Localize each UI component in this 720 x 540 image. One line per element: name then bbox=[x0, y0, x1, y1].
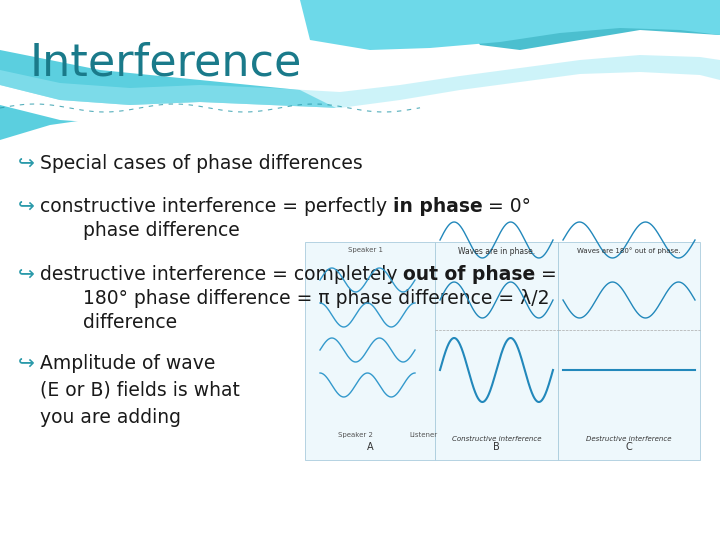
Text: A: A bbox=[366, 442, 373, 452]
Text: out of phase: out of phase bbox=[403, 265, 536, 284]
Polygon shape bbox=[0, 55, 720, 108]
Text: destructive interference = completely: destructive interference = completely bbox=[40, 265, 403, 284]
Text: ↪: ↪ bbox=[18, 197, 35, 216]
Text: Interference: Interference bbox=[30, 42, 302, 85]
Text: Special cases of phase differences: Special cases of phase differences bbox=[40, 154, 362, 173]
Text: 180° phase difference = π phase difference = λ/2: 180° phase difference = π phase differen… bbox=[83, 289, 549, 308]
Text: Constructive interference: Constructive interference bbox=[451, 436, 541, 442]
Text: B: B bbox=[493, 442, 500, 452]
Text: constructive interference = perfectly: constructive interference = perfectly bbox=[40, 197, 392, 216]
Text: =: = bbox=[536, 265, 557, 284]
Text: C: C bbox=[626, 442, 632, 452]
FancyBboxPatch shape bbox=[435, 242, 558, 460]
Text: ↪: ↪ bbox=[18, 354, 35, 373]
FancyBboxPatch shape bbox=[305, 242, 435, 460]
Text: difference: difference bbox=[83, 313, 177, 332]
Text: Speaker 1: Speaker 1 bbox=[348, 247, 382, 253]
Text: Speaker 2: Speaker 2 bbox=[338, 432, 372, 438]
FancyBboxPatch shape bbox=[558, 242, 700, 460]
Text: Listener: Listener bbox=[409, 432, 437, 438]
Polygon shape bbox=[0, 72, 720, 128]
Text: ↪: ↪ bbox=[18, 154, 35, 173]
Text: you are adding: you are adding bbox=[40, 408, 181, 427]
Text: Waves are 180° out of phase.: Waves are 180° out of phase. bbox=[577, 247, 681, 254]
Text: (E or B) fields is what: (E or B) fields is what bbox=[40, 381, 240, 400]
Text: Waves are in phase.: Waves are in phase. bbox=[458, 247, 535, 256]
Text: Amplitude of wave: Amplitude of wave bbox=[40, 354, 215, 373]
Text: Destructive interference: Destructive interference bbox=[586, 436, 672, 442]
Polygon shape bbox=[300, 0, 720, 50]
Text: ↪: ↪ bbox=[18, 265, 35, 284]
Text: = 0°: = 0° bbox=[482, 197, 531, 216]
Polygon shape bbox=[0, 0, 360, 140]
Polygon shape bbox=[450, 0, 720, 50]
Text: in phase: in phase bbox=[392, 197, 482, 216]
Text: phase difference: phase difference bbox=[83, 221, 240, 240]
